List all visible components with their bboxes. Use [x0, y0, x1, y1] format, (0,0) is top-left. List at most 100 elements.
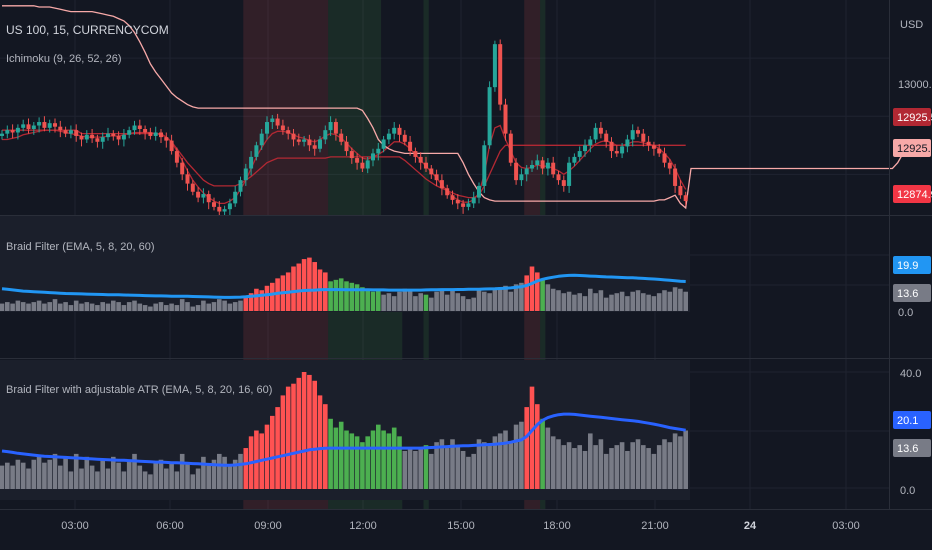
histogram-bar	[672, 433, 678, 489]
time-axis[interactable]: 03:00 06:00 09:00 12:00 15:00 18:00 21:00 24 03:…	[61, 520, 860, 532]
histogram-bar	[84, 456, 90, 489]
candle-down	[636, 130, 640, 134]
histogram-bar	[678, 436, 683, 489]
price-pane[interactable]	[0, 5, 909, 218]
candle-up	[238, 180, 243, 192]
histogram-bar	[5, 462, 10, 489]
candle-down	[678, 185, 683, 196]
histogram-bar	[10, 465, 15, 489]
candle-down	[445, 188, 450, 196]
candle-up	[106, 133, 110, 138]
histogram-bar	[52, 299, 58, 311]
histogram-bar	[598, 290, 604, 311]
value-badge	[893, 256, 931, 274]
histogram-bar	[270, 282, 275, 311]
candle-up	[376, 148, 381, 154]
braid-filter-line	[1, 273, 686, 299]
histogram-bar	[36, 456, 42, 489]
candle-up	[259, 133, 264, 146]
histogram-bar	[275, 407, 280, 489]
symbol-title[interactable]: US 100, 15, CURRENCYCOM	[6, 23, 169, 37]
histogram-bar	[535, 272, 540, 311]
time-tick-label: 06:00	[156, 520, 184, 532]
histogram-bar	[47, 302, 52, 311]
histogram-bar	[603, 297, 609, 311]
histogram-bar	[662, 290, 667, 311]
histogram-bar	[26, 468, 31, 489]
histogram-bar	[301, 372, 307, 489]
histogram-bar	[132, 300, 137, 311]
histogram-bar	[5, 302, 10, 311]
candle-up	[588, 139, 593, 146]
histogram-bar	[656, 293, 662, 311]
time-tick-label: 03:00	[61, 520, 89, 532]
candle-down	[180, 162, 185, 175]
candle-down	[514, 162, 519, 181]
braid-atr-pane[interactable]	[0, 360, 690, 500]
candle-down	[159, 132, 163, 138]
histogram-bar	[609, 448, 614, 489]
braid-filter-pane[interactable]	[0, 216, 690, 312]
price-badges: 12925.5 12925.1 12874.9 19.9 13.6 20.1 13.6	[893, 108, 932, 457]
candle-down	[164, 137, 169, 141]
histogram-bar	[619, 291, 625, 311]
candle-up	[68, 130, 73, 134]
histogram-bar	[429, 453, 434, 489]
histogram-bar	[116, 462, 121, 489]
histogram-bar	[635, 290, 641, 311]
candle-down	[551, 162, 556, 175]
histogram-bar	[42, 303, 47, 311]
histogram-bar	[222, 300, 227, 311]
candle-down	[503, 104, 508, 134]
candle-up	[535, 160, 540, 166]
braid-atr-tick-label: 40.0	[900, 368, 921, 380]
candle-up	[243, 168, 248, 181]
candle-down	[79, 135, 84, 140]
histogram-bar	[111, 300, 116, 311]
braid-atr-legend[interactable]: Braid Filter with adjustable ATR (EMA, 5…	[6, 384, 272, 396]
histogram-bar	[126, 459, 132, 489]
candle-down	[143, 129, 148, 133]
candlesticks[interactable]	[0, 39, 688, 218]
filter-line	[1, 273, 686, 299]
histogram-bar	[545, 427, 551, 489]
histogram-bar	[42, 462, 47, 489]
histogram-bar	[169, 462, 174, 489]
histogram-bar	[31, 459, 37, 489]
histogram-bar	[513, 284, 519, 311]
histogram-bar	[312, 380, 317, 489]
ichimoku-kijun-sen	[2, 129, 686, 199]
histogram-bar	[402, 288, 408, 311]
histogram-bar	[312, 262, 317, 311]
histogram-bar	[100, 459, 105, 489]
candle-down	[662, 153, 667, 163]
histogram-bar	[598, 439, 604, 489]
candle-up	[572, 156, 577, 163]
histogram-bar	[148, 474, 153, 489]
ichimoku-legend[interactable]: Ichimoku (9, 26, 52, 26)	[6, 53, 122, 65]
candle-down	[646, 141, 651, 146]
histogram-bar	[535, 404, 540, 489]
candle-down	[418, 156, 423, 163]
candle-up	[323, 130, 328, 140]
histogram-bar	[264, 424, 270, 489]
candle-down	[614, 151, 619, 154]
candle-up	[0, 133, 4, 136]
histogram-bar	[153, 462, 158, 489]
histogram-bar	[561, 293, 567, 311]
histogram-bar	[116, 302, 121, 311]
candle-up	[519, 174, 524, 181]
braid-legend[interactable]: Braid Filter (EMA, 5, 8, 20, 60)	[6, 241, 155, 253]
value-badge	[893, 185, 931, 203]
histogram-bar	[254, 430, 259, 489]
candle-down	[561, 180, 566, 186]
braid-atr-tick-label: 0.0	[900, 485, 915, 497]
candle-up	[222, 209, 227, 212]
histogram-bar	[503, 285, 508, 311]
histogram-bar	[185, 302, 190, 311]
histogram-bar	[577, 445, 582, 489]
histogram-bar	[158, 302, 164, 311]
candle-down	[10, 130, 15, 133]
histogram-bar	[232, 302, 238, 311]
